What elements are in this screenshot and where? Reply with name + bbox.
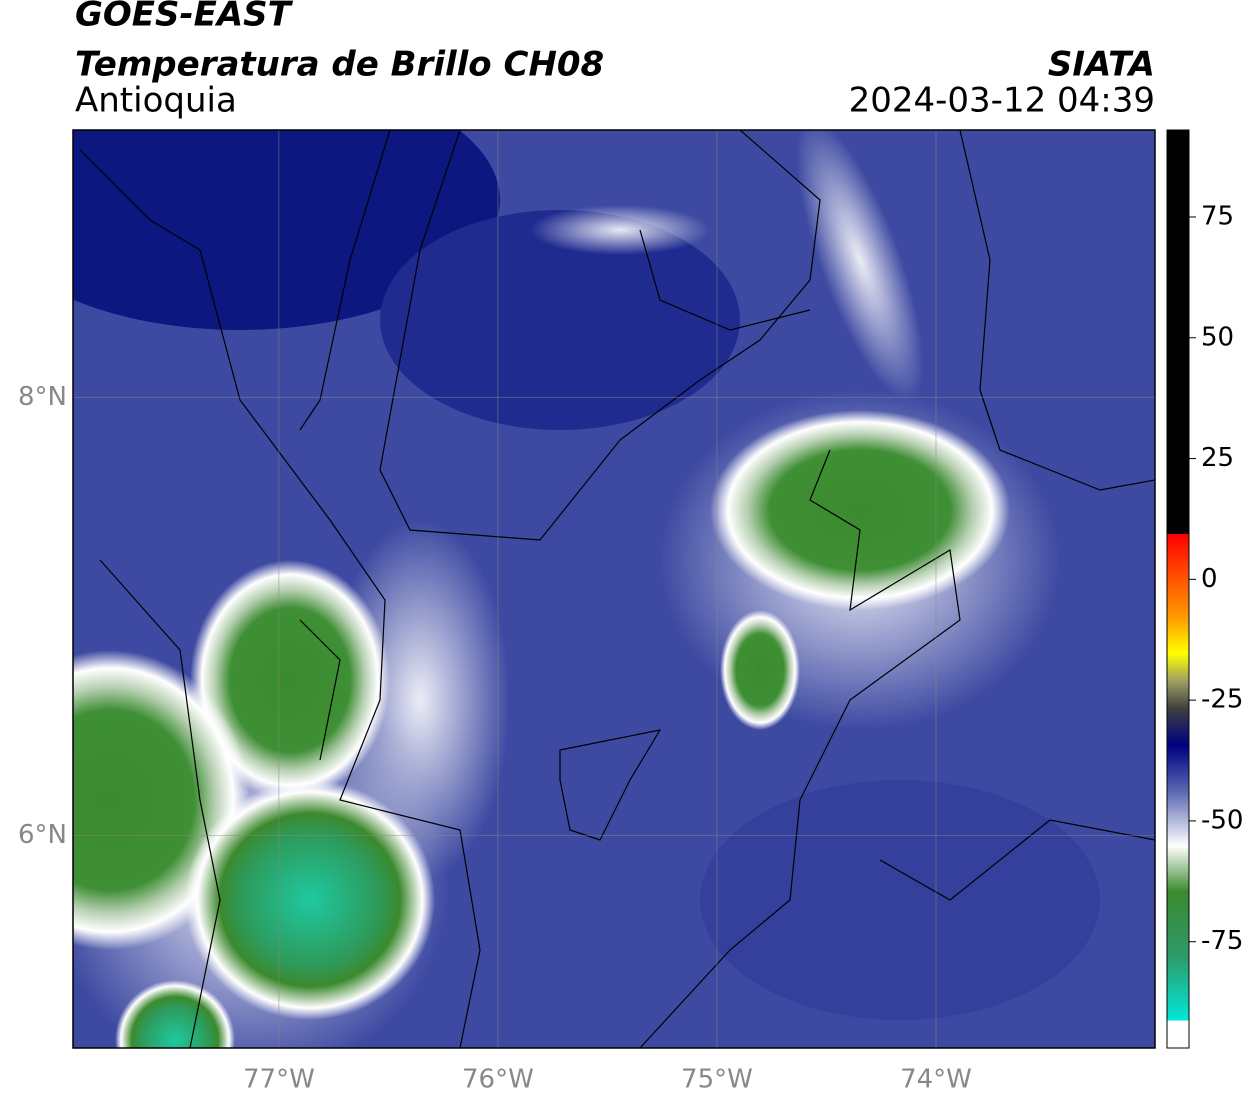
- subtitle: Temperatura de Brillo CH08: [75, 45, 604, 85]
- colorbar-tick-label: -75: [1201, 926, 1243, 956]
- colorbar: [1166, 129, 1190, 1049]
- colorbar-tick-label: 0: [1201, 564, 1218, 594]
- y-tick-label: 8°N: [18, 382, 67, 412]
- map-frame: [72, 129, 1156, 1049]
- x-tick-label: 77°W: [243, 1065, 315, 1095]
- x-tick-label: 74°W: [900, 1065, 972, 1095]
- colorbar-tick-label: -50: [1201, 805, 1243, 835]
- colorbar-tick-label: 75: [1201, 201, 1234, 231]
- source: SIATA: [1048, 45, 1155, 85]
- colorbar-tick-label: 25: [1201, 443, 1234, 473]
- colorbar-tick-label: -25: [1201, 685, 1243, 715]
- datetime: 2024-03-12 04:39: [849, 81, 1155, 121]
- title: GOES-EAST: [75, 0, 294, 35]
- x-tick-label: 75°W: [681, 1065, 753, 1095]
- satellite-image: [73, 130, 1155, 1048]
- x-tick-label: 76°W: [462, 1065, 534, 1095]
- region: Antioquia: [75, 81, 237, 121]
- y-tick-label: 6°N: [18, 820, 67, 850]
- colorbar-tick-label: 50: [1201, 322, 1234, 352]
